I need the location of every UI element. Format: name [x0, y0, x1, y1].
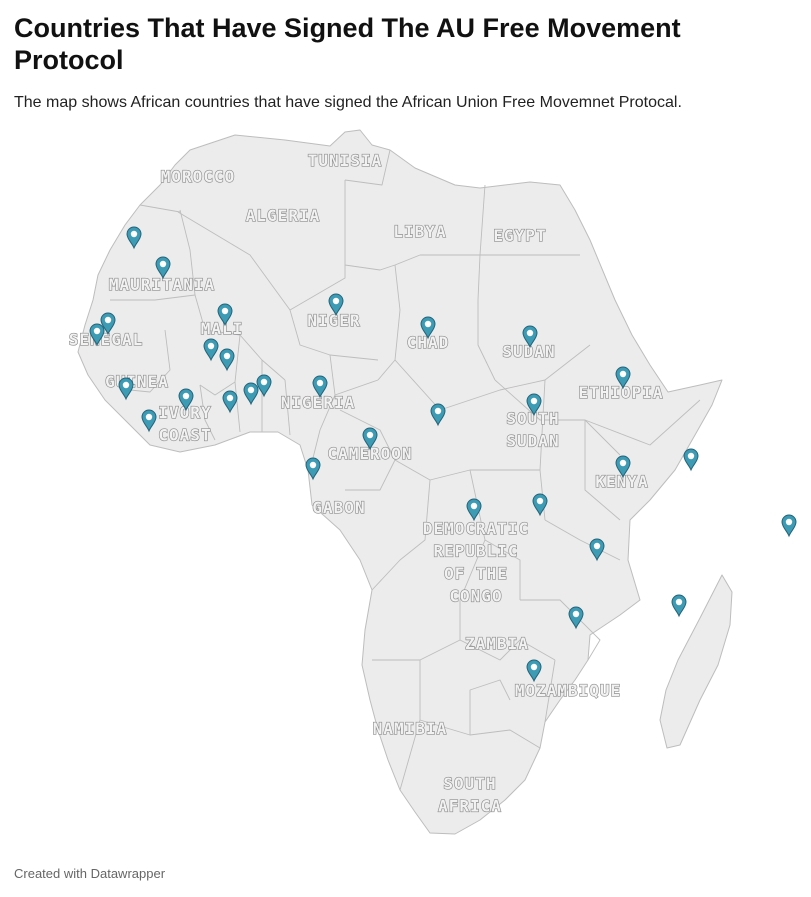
country-borders	[110, 149, 701, 791]
country-label-ivory-coast: IVORY COAST	[158, 403, 211, 445]
country-label-mauritania: MAURITANIA	[109, 275, 215, 294]
map-pin-icon[interactable]	[362, 427, 378, 451]
map-pin-icon[interactable]	[312, 375, 328, 399]
country-label-south-sudan: SOUTH SUDAN	[506, 409, 559, 451]
map-pin-icon[interactable]	[203, 338, 219, 362]
page-title: Countries That Have Signed The AU Free M…	[14, 13, 681, 75]
border-line	[584, 420, 621, 521]
country-label-zambia: ZAMBIA	[465, 634, 529, 653]
border-line	[234, 381, 241, 433]
madagascar	[659, 574, 733, 749]
country-label-mozambique: MOZAMBIQUE	[515, 681, 621, 700]
border-line	[394, 344, 591, 411]
country-label-cameroon: CAMEROON	[327, 444, 412, 463]
border-line	[179, 209, 206, 331]
country-label-morocco: MOROCCO	[161, 167, 235, 186]
border-line	[199, 384, 216, 441]
country-label-south-africa: SOUTH AFRICA	[438, 774, 502, 816]
map-pin-icon[interactable]	[671, 594, 687, 618]
country-markers[interactable]	[89, 226, 797, 683]
map-pin-icon[interactable]	[305, 457, 321, 481]
map-pin-icon[interactable]	[219, 348, 235, 372]
country-label-kenya: KENYA	[595, 472, 648, 491]
africa-mainland	[77, 129, 723, 835]
country-label-guinea: GUINEA	[105, 372, 169, 391]
map-pin-icon[interactable]	[526, 393, 542, 417]
map-pin-icon[interactable]	[118, 377, 134, 401]
border-line	[459, 639, 556, 661]
border-line	[584, 399, 701, 446]
border-line	[284, 379, 291, 436]
country-label-ethiopia: ETHIOPIA	[578, 383, 663, 402]
country-label-nigeria: NIGERIA	[281, 393, 355, 412]
land-layer	[77, 129, 733, 835]
border-line	[419, 719, 541, 749]
map-pin-icon[interactable]	[615, 455, 631, 479]
border-line	[289, 309, 379, 361]
map-pin-icon[interactable]	[141, 409, 157, 433]
border-line	[129, 329, 171, 393]
map-pin-icon[interactable]	[89, 323, 105, 347]
country-label-gabon: GABON	[312, 498, 365, 517]
map-pin-icon[interactable]	[155, 256, 171, 280]
country-label-egypt: EGYPT	[493, 226, 546, 245]
border-line	[344, 149, 391, 186]
map-pin-icon[interactable]	[615, 366, 631, 390]
country-label-mali: MALI	[201, 319, 244, 338]
map-pin-icon[interactable]	[328, 293, 344, 317]
country-label-chad: CHAD	[407, 333, 450, 352]
page-subtitle: The map shows African countries that hav…	[14, 94, 682, 111]
country-label-algeria: ALGERIA	[246, 206, 320, 225]
country-label-sudan: SUDAN	[502, 342, 555, 361]
border-line	[204, 329, 286, 381]
border-line	[477, 254, 496, 381]
border-line	[544, 659, 556, 723]
map-pin-icon[interactable]	[589, 538, 605, 562]
country-label-namibia: NAMIBIA	[373, 719, 447, 738]
map-pin-icon[interactable]	[243, 382, 259, 406]
map-pin-icon[interactable]	[522, 325, 538, 349]
map-pin-icon[interactable]	[126, 226, 142, 250]
country-labels: MOROCCO TUNISIA ALGERIA LIBYA EGYPT MAURITANI…	[68, 150, 663, 816]
border-line	[394, 459, 540, 481]
border-line	[139, 204, 181, 213]
footer-credit[interactable]: Created with Datawrapper	[14, 866, 166, 881]
border-line	[377, 264, 401, 381]
country-label-tunisia: TUNISIA	[308, 151, 382, 170]
map-pin-icon[interactable]	[100, 312, 116, 336]
country-label-niger: NIGER	[307, 311, 360, 330]
map-pin-icon[interactable]	[532, 493, 548, 517]
country-label-drc: DEMOCRATIC REPUBLIC OF THE CONGO	[423, 519, 529, 606]
border-line	[544, 519, 621, 561]
map-pin-icon[interactable]	[420, 316, 436, 340]
border-line	[344, 180, 421, 271]
border-line	[110, 294, 196, 301]
africa-map[interactable]: MOROCCO TUNISIA ALGERIA LIBYA EGYPT MAURITANI…	[0, 120, 811, 850]
map-pin-icon[interactable]	[683, 448, 699, 472]
map-pin-icon[interactable]	[526, 659, 542, 683]
map-pin-icon[interactable]	[217, 303, 233, 327]
country-label-libya: LIBYA	[393, 222, 446, 241]
border-line	[494, 379, 621, 456]
map-pin-icon[interactable]	[256, 374, 272, 398]
border-line	[199, 334, 241, 396]
map-pin-icon[interactable]	[466, 498, 482, 522]
map-pin-icon[interactable]	[781, 514, 797, 538]
map-pin-icon[interactable]	[430, 403, 446, 427]
border-line	[371, 479, 431, 591]
map-pin-icon[interactable]	[178, 388, 194, 412]
border-line	[469, 679, 511, 735]
map-pin-icon[interactable]	[568, 606, 584, 630]
map-pin-icon[interactable]	[222, 390, 238, 414]
border-line	[309, 394, 336, 471]
country-label-senegal: SENEGAL	[69, 330, 143, 349]
